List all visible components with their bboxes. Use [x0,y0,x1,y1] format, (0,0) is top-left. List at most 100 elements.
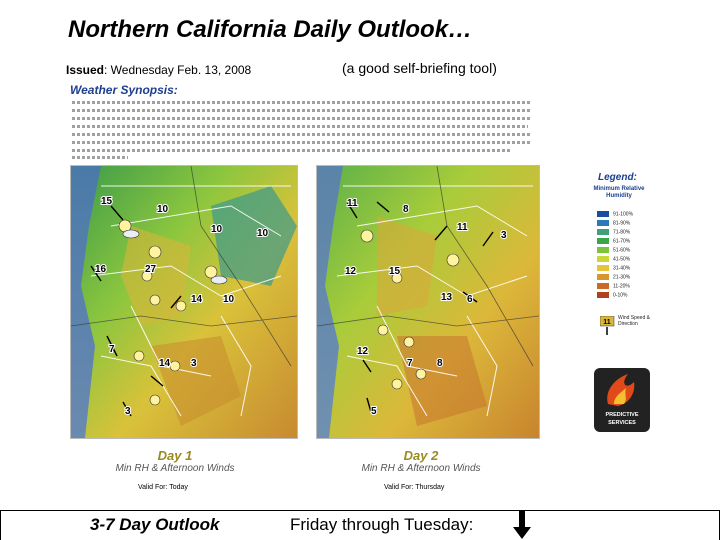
day2-subtitle: Min RH & Afternoon Winds [361,463,481,474]
legend-swatch [596,282,610,290]
synopsis-text-line [72,101,532,104]
day2-valid: Valid For: Thursday [384,484,445,491]
synopsis-text-line [72,156,128,159]
legend-swatch [596,264,610,272]
wind-speed-label: 11 [347,198,358,209]
wind-speed-label: 15 [101,196,113,207]
wind-speed-label: 3 [191,358,197,369]
day1-map-graphic: 15 10 10 10 16 27 14 10 7 14 3 3 [71,166,297,438]
legend-range-item: 51-60% [596,246,631,254]
wind-arrow [170,295,182,309]
legend-swatch [596,273,610,281]
legend-swatch [596,210,610,218]
day1-title: Day 1 [157,448,193,463]
synopsis-text-line [72,125,528,128]
wind-arrow [346,201,358,219]
legend-subtitle: Minimum Relative Humidity [593,186,645,199]
issued-value: : Wednesday Feb. 13, 2008 [104,63,252,77]
legend-range-item: 41-50% [596,255,631,263]
wind-speed-label: 10 [157,204,169,215]
synopsis-text-line [72,141,530,144]
wind-speed-label: 5 [371,406,377,417]
wind-speed-label: 16 [95,264,107,275]
day1-caption: Day 1 Min RH & Afternoon Winds [100,448,250,474]
synopsis-title: Weather Synopsis: [70,83,178,97]
wind-arrow [362,359,372,373]
legend-range-item: 21-30% [596,273,631,281]
issued-date: Issued: Wednesday Feb. 13, 2008 [66,63,251,77]
wind-arrow [366,397,372,413]
logo-text-1: PREDICTIVE [605,412,638,418]
wind-speed-label: 7 [109,344,115,355]
legend-swatch [596,228,610,236]
wind-arrow [110,205,124,221]
legend-range-item: 91-100% [596,210,633,218]
wind-speed-label: 15 [389,266,401,277]
legend-swatch [596,246,610,254]
cloud-icon [210,275,228,285]
tagline: (a good self-briefing tool) [342,60,497,76]
sun-icon [149,294,161,306]
wind-speed-label: 10 [211,224,223,235]
wind-speed-label: 7 [407,358,413,369]
sun-icon [204,265,218,279]
sun-icon [446,253,460,267]
sun-icon [175,300,187,312]
legend-range-label: 81-90% [613,220,631,227]
day2-title: Day 2 [403,448,439,463]
outlook-range: Friday through Tuesday: [290,515,474,534]
sun-icon [391,378,403,390]
sun-icon [141,270,153,282]
wind-speed-label: 8 [403,204,409,215]
day1-valid: Valid For: Today [138,484,188,491]
legend-range-label: 31-40% [613,265,631,272]
day2-map: 11 8 11 3 12 15 13 6 12 7 8 5 [316,165,540,439]
slide-title: Northern California Daily Outlook… [68,16,473,43]
synopsis-text-line [72,149,512,152]
legend-wind-sample: 11 [600,316,615,335]
day2-map-graphic: 11 8 11 3 12 15 13 6 12 7 8 5 [317,166,539,438]
day1-subtitle: Min RH & Afternoon Winds [115,463,235,474]
wind-arrow [150,375,164,387]
wind-arrow [106,335,118,357]
legend-range-item: 31-40% [596,264,631,272]
predictive-services-logo: PREDICTIVE SERVICES [594,368,650,432]
legend-range-item: 0-10% [596,291,627,299]
day2-caption: Day 2 Min RH & Afternoon Winds [346,448,496,474]
sun-icon [133,350,145,362]
wind-arrow [90,265,102,282]
cloud-icon [122,229,140,239]
synopsis-text-line [72,109,530,112]
wind-speed-label: 6 [467,294,473,305]
weather-synopsis: Weather Synopsis: [70,83,536,163]
outlook-label: 3-7 Day Outlook [90,515,220,534]
sun-icon [377,324,389,336]
wind-speed-label: 14 [191,294,203,305]
wind-speed-label: 12 [357,346,369,357]
legend-range-item: 11-20% [596,282,630,290]
wind-speed-label: 27 [145,264,157,275]
sun-icon [391,272,403,284]
wind-speed-label: 8 [437,358,443,369]
wind-speed-label: 3 [501,230,507,241]
legend-range-label: 11-20% [613,283,630,290]
synopsis-text-line [72,133,532,136]
sun-icon [403,336,415,348]
legend-range-label: 41-50% [613,256,631,263]
legend-range-item: 71-80% [596,228,630,236]
wind-speed-label: 10 [223,294,235,305]
legend: Legend: Minimum Relative Humidity 91-100… [586,168,652,344]
wind-arrow [122,401,132,417]
legend-range-label: 51-60% [613,247,631,254]
legend-range-item: 81-90% [596,219,631,227]
wind-arrow [462,291,478,303]
wind-speed-label: 12 [345,266,357,277]
wind-speed-label: 14 [159,358,171,369]
wind-speed-label: 13 [441,292,453,303]
sun-icon [360,229,374,243]
legend-title: Legend: [598,172,637,183]
sun-icon [169,360,181,372]
issued-label: Issued [66,63,105,77]
day1-map: 15 10 10 10 16 27 14 10 7 14 3 3 [70,165,298,439]
legend-range-label: 21-30% [613,274,631,281]
